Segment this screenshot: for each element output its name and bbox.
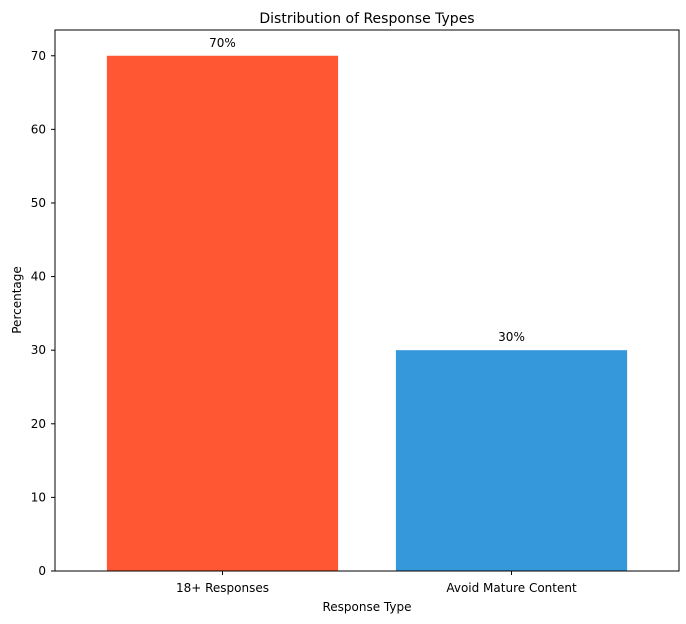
y-tick-label-20: 20 [31, 417, 46, 431]
y-tick-label-40: 40 [31, 270, 46, 284]
chart-title: Distribution of Response Types [259, 11, 474, 27]
x-axis: 18+ Responses Avoid Mature Content [176, 571, 577, 595]
y-axis: 0 10 20 30 40 50 60 70 [31, 49, 55, 578]
y-tick-label-30: 30 [31, 343, 46, 357]
y-tick-label-50: 50 [31, 196, 46, 210]
y-tick-label-70: 70 [31, 49, 46, 63]
data-label-2: 30% [498, 330, 525, 344]
x-tick-label-2: Avoid Mature Content [446, 581, 577, 595]
x-tick-label-1: 18+ Responses [176, 581, 269, 595]
y-axis-label: Percentage [10, 266, 24, 334]
bars-group [106, 55, 628, 572]
x-axis-label: Response Type [322, 600, 411, 614]
bar-1 [106, 55, 339, 572]
data-labels-group: 70% 30% [209, 36, 525, 344]
y-tick-label-60: 60 [31, 122, 46, 136]
bar-2 [395, 350, 628, 571]
plot-frame [54, 29, 680, 572]
y-tick-label-0: 0 [38, 564, 46, 578]
data-label-1: 70% [209, 36, 236, 50]
y-tick-label-10: 10 [31, 490, 46, 504]
